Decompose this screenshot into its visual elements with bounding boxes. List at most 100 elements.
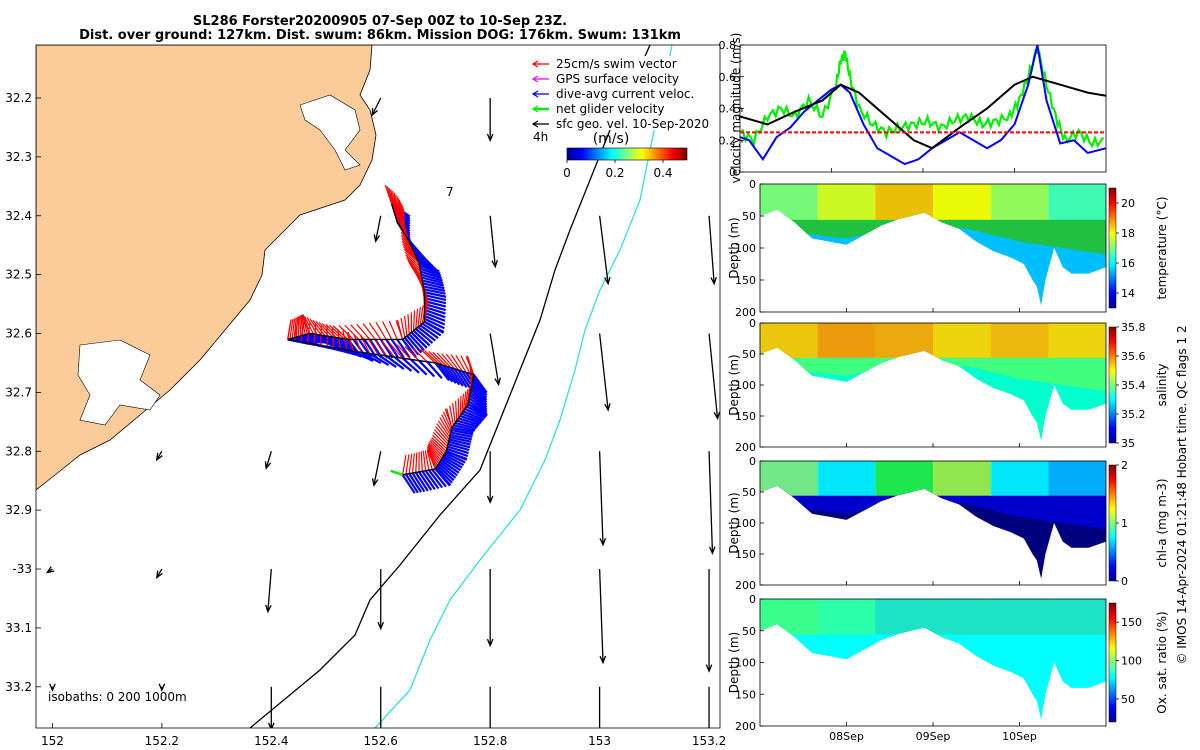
swim-vector bbox=[432, 351, 448, 367]
geo-vector bbox=[708, 333, 720, 421]
swim-vector bbox=[405, 254, 421, 270]
swim-vector bbox=[360, 335, 371, 354]
legend-label: sfc geo. vel. 10-Sep-2020 bbox=[556, 117, 709, 131]
current-vector bbox=[436, 464, 455, 482]
section-xtick-label: 09Sep bbox=[916, 730, 951, 743]
current-vector bbox=[369, 352, 390, 366]
current-vector bbox=[424, 297, 447, 305]
legend-arrowhead bbox=[531, 60, 539, 68]
glider-vectors bbox=[287, 184, 488, 494]
swim-vector bbox=[415, 452, 418, 473]
velocity-ytick-label: 0 bbox=[729, 166, 736, 179]
estuary-south bbox=[77, 339, 161, 426]
current-vector bbox=[418, 471, 433, 491]
section-top-patch bbox=[760, 461, 819, 496]
swim-vector bbox=[396, 200, 401, 220]
section-ytick-label: 150 bbox=[735, 548, 756, 561]
map-annotation: 7 bbox=[446, 185, 454, 199]
swim-vector bbox=[397, 203, 403, 224]
swim-vector bbox=[429, 440, 445, 456]
swim-vector bbox=[419, 305, 424, 326]
geo-vector bbox=[598, 215, 611, 286]
current-vector bbox=[419, 264, 441, 275]
current-vector bbox=[434, 362, 450, 381]
swim-vector bbox=[464, 389, 469, 409]
current-vector bbox=[412, 329, 431, 347]
geo-vector bbox=[486, 569, 494, 648]
swim-vector bbox=[344, 324, 360, 340]
geo-vector bbox=[598, 686, 601, 728]
estuary-north bbox=[299, 94, 361, 171]
current-vector bbox=[420, 270, 443, 280]
isobaths-label: isobaths: 0 200 1000m bbox=[48, 690, 187, 704]
swim-vector bbox=[395, 198, 400, 219]
swim-vector bbox=[427, 445, 441, 463]
swim-vector bbox=[403, 315, 408, 336]
geo-vector bbox=[486, 451, 494, 504]
section-panel-2: 0 50 100 150 200 Depth (m) 0 1 2 chl-a (mg m-3) bbox=[727, 455, 1169, 592]
geo-vector bbox=[377, 569, 385, 631]
swim-vector bbox=[291, 318, 296, 339]
swim-vector bbox=[441, 353, 456, 370]
current-vector bbox=[424, 314, 446, 326]
current-vector bbox=[439, 460, 458, 477]
swim-vector bbox=[466, 386, 471, 407]
current-vector bbox=[469, 394, 488, 411]
current-vector bbox=[448, 438, 471, 446]
swim-vector bbox=[449, 405, 455, 426]
swim-vector bbox=[436, 423, 450, 440]
section-colorbar bbox=[1108, 187, 1117, 309]
current-vector bbox=[423, 285, 446, 292]
swim-vector bbox=[328, 324, 345, 340]
current-vector bbox=[377, 353, 397, 368]
swim-vector bbox=[392, 191, 395, 212]
swim-vector bbox=[424, 450, 430, 471]
section-ylabel: Depth (m) bbox=[727, 632, 741, 693]
section-top-patch bbox=[990, 323, 1050, 358]
section-cbar-tick-label: 16 bbox=[1121, 257, 1135, 270]
section-ylabel: Depth (m) bbox=[727, 354, 741, 415]
section-cbar-tick-label: 35.6 bbox=[1121, 350, 1146, 363]
time-label: 4h bbox=[533, 130, 548, 144]
colorbar-label: (m/s) bbox=[593, 131, 630, 147]
swim-vector bbox=[442, 411, 452, 431]
section-ytick-label: 200 bbox=[735, 720, 756, 733]
swim-vector bbox=[427, 446, 440, 464]
swim-vector bbox=[394, 196, 398, 217]
legend-arrowhead bbox=[531, 105, 539, 113]
section-colorbar bbox=[1108, 602, 1117, 723]
swim-vector bbox=[388, 320, 398, 340]
current-vector bbox=[447, 445, 469, 455]
section-ylabel: Depth (m) bbox=[727, 492, 741, 553]
current-vector bbox=[442, 364, 457, 384]
swim-vector bbox=[368, 322, 382, 340]
section-ytick-label: 0 bbox=[749, 593, 756, 606]
swim-vector bbox=[306, 323, 311, 344]
swim-vector bbox=[430, 438, 446, 454]
section-top-patch bbox=[875, 599, 934, 635]
swim-vector bbox=[312, 319, 326, 337]
map-xtick-label: 153 bbox=[588, 734, 611, 748]
section-heatmap bbox=[760, 599, 1106, 720]
current-vector bbox=[385, 355, 405, 370]
current-vector bbox=[446, 447, 469, 458]
swim-vector bbox=[407, 259, 422, 276]
geo-vector bbox=[489, 215, 498, 269]
geo-vector bbox=[155, 450, 163, 462]
geo-vector bbox=[45, 566, 55, 574]
section-cbar-tick-label: 100 bbox=[1121, 655, 1142, 668]
current-vector bbox=[410, 358, 428, 376]
map-ytick-label: 32.7 bbox=[5, 385, 32, 399]
swim-vector bbox=[452, 403, 456, 424]
current-vector bbox=[421, 470, 436, 490]
map-ytick-label: 32.3 bbox=[5, 150, 32, 164]
section-cbar-tick-label: 14 bbox=[1121, 287, 1135, 300]
current-vector bbox=[418, 261, 440, 273]
section-top-patch bbox=[760, 599, 819, 635]
swim-vector bbox=[433, 429, 449, 445]
legend-label: dive-avg current veloc. bbox=[556, 87, 694, 101]
swim-vector bbox=[428, 441, 444, 457]
swim-vector bbox=[401, 240, 417, 257]
swim-vector bbox=[403, 246, 419, 261]
